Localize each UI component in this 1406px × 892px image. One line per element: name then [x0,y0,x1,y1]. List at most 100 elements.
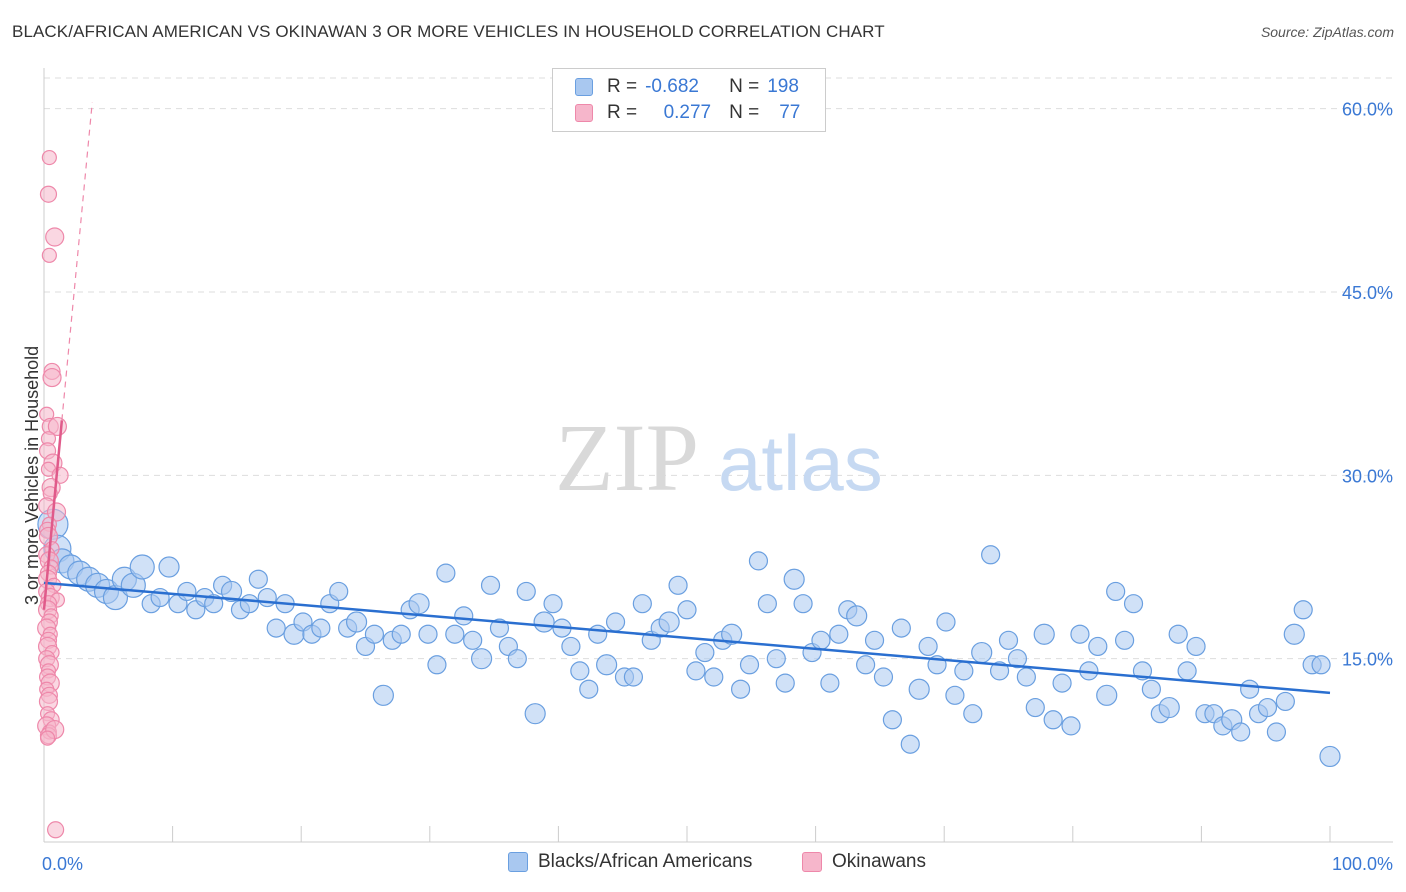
point-blacks [1061,716,1081,736]
point-blacks [329,581,349,602]
point-okinawans [39,730,56,746]
point-blacks [1240,679,1260,699]
point-blacks [936,612,956,632]
point-blacks [981,545,1001,565]
series-legend-label: Okinawans [832,851,926,872]
point-blacks [721,623,743,645]
point-blacks [998,630,1019,650]
series-legend: Blacks/African Americans Okinawans [0,851,1406,879]
point-blacks [177,581,197,602]
point-blacks [846,605,868,627]
series-legend-swatch-okinawans [802,852,822,872]
point-blacks [489,618,510,638]
watermark: ZIP atlas [555,404,883,511]
legend-r-value: -0.682 [645,76,699,97]
point-blacks [856,655,876,675]
point-blacks [632,594,652,614]
point-blacks [1319,745,1341,768]
series-legend-swatch-blacks [508,852,528,872]
stats-legend: R = -0.682 N = 198 R = 0.277 N = 77 [552,68,826,132]
point-blacks [1033,623,1055,645]
point-blacks [311,618,331,638]
point-blacks [1052,673,1072,693]
legend-r-value: 0.277 [663,102,712,123]
point-blacks [454,606,474,626]
point-blacks [436,563,456,583]
point-blacks [783,568,805,590]
point-blacks [543,594,563,614]
point-blacks [766,649,786,669]
point-blacks [266,618,286,638]
x-tick-label: 100.0% [1332,854,1393,874]
point-blacks [891,618,911,638]
point-blacks [1275,691,1295,712]
point-blacks [864,630,885,650]
point-blacks [1311,655,1331,675]
point-blacks [704,667,724,687]
point-blacks [748,551,769,571]
point-blacks [1158,696,1180,719]
point-blacks [1043,710,1063,730]
watermark-zip: ZIP [555,404,699,511]
point-blacks [239,594,260,614]
point-blacks [507,649,527,669]
point-blacks [427,655,447,675]
point-blacks [596,654,618,676]
point-blacks [257,587,277,608]
series-legend-blacks[interactable]: Blacks/African Americans [508,851,752,873]
point-blacks [129,554,155,580]
point-blacks [971,641,993,664]
point-blacks [204,594,224,614]
grid-lines [44,77,1393,660]
legend-swatch-okinawans [575,104,593,122]
point-blacks [623,667,644,687]
point-blacks [686,661,706,681]
point-blacks [1257,697,1278,718]
point-blacks [364,624,385,644]
axis-labels: 15.0% 30.0% 45.0% 60.0% 0.0% 100.0% 3 or more … [22,100,1393,874]
point-blacks [579,679,599,699]
point-blacks [1106,581,1126,602]
point-blacks [391,624,411,644]
legend-n-label: N = [729,76,760,97]
point-blacks [739,655,760,675]
point-okinawans [42,367,62,388]
y-tick-label: 60.0% [1342,100,1393,120]
point-blacks [829,624,849,644]
point-blacks [1141,679,1161,699]
point-blacks [793,594,813,614]
point-blacks [524,703,546,725]
point-blacks [820,673,840,693]
point-blacks [248,569,268,589]
point-blacks [677,600,697,620]
legend-r-label: R = [607,102,638,123]
point-okinawans [47,821,65,839]
legend-n-value: 77 [779,102,801,123]
point-blacks [345,611,368,633]
legend-n-value: 198 [767,76,799,97]
point-blacks [730,679,751,699]
point-blacks [1177,661,1197,681]
trend-line-blacks [43,581,1331,695]
y-tick-label: 45.0% [1342,283,1393,303]
point-blacks [668,575,688,595]
point-okinawans [45,227,65,247]
point-blacks [1070,624,1090,644]
point-blacks [882,710,903,730]
point-blacks [945,685,965,705]
series-legend-okinawans[interactable]: Okinawans [802,851,926,873]
trend-extension-okinawans [61,102,93,421]
point-blacks [1096,684,1118,706]
point-blacks [775,673,795,693]
point-blacks [1007,649,1028,669]
point-blacks [1231,722,1251,742]
point-blacks [463,630,483,650]
point-blacks [954,661,974,681]
point-blacks [516,581,536,602]
point-blacks [1088,636,1108,657]
legend-r-label: R = [607,76,638,97]
point-blacks [445,624,465,644]
point-okinawans [39,185,58,203]
point-blacks [470,648,493,670]
